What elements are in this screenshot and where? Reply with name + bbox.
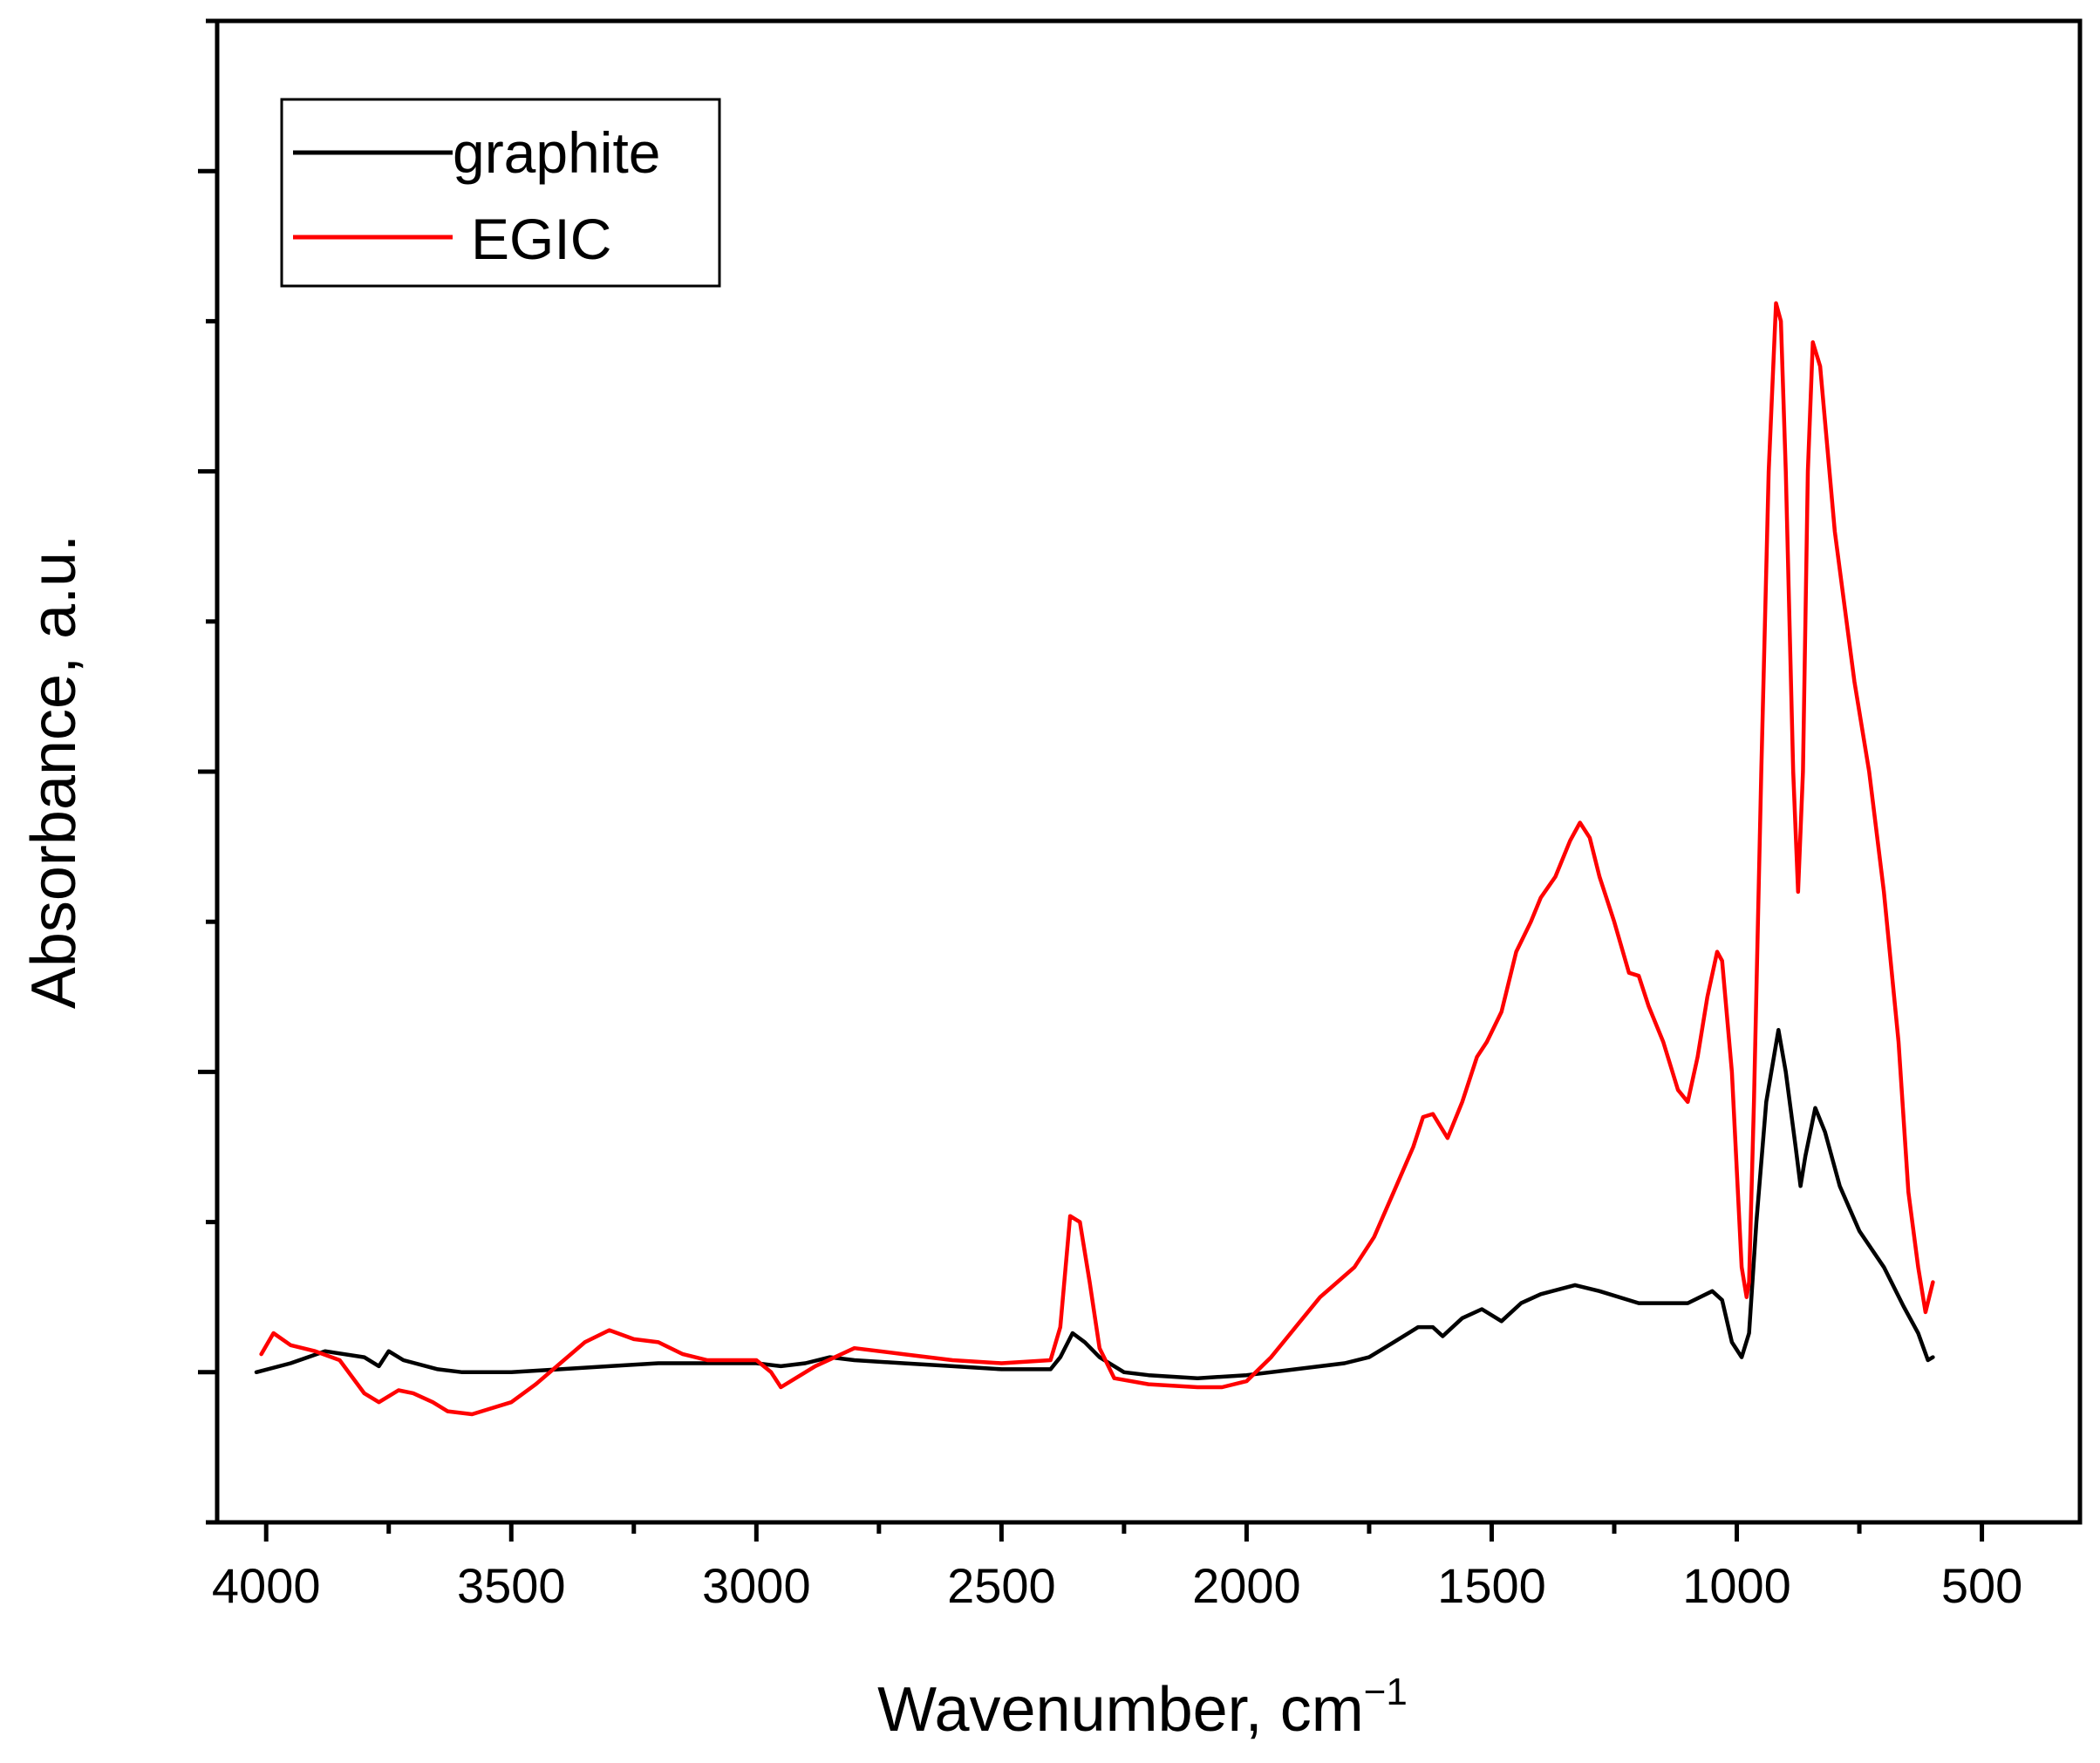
x-tick-label: 2500 xyxy=(947,1558,1056,1613)
x-tick-label: 3000 xyxy=(702,1558,811,1613)
legend-label-egic: EGIC xyxy=(471,207,611,271)
x-tick-label: 2000 xyxy=(1192,1558,1301,1613)
x-tick-label: 1000 xyxy=(1682,1558,1791,1613)
x-tick-label: 3500 xyxy=(457,1558,566,1613)
legend-box xyxy=(280,98,721,288)
x-tick-label: 4000 xyxy=(212,1558,321,1613)
y-axis-ticks xyxy=(198,18,217,1525)
legend: graphite EGIC xyxy=(280,98,721,288)
series-layer xyxy=(254,301,1935,1417)
x-axis-title: Wavenumber, cm−1 xyxy=(877,1671,1408,1745)
x-tick-label: 1500 xyxy=(1437,1558,1546,1613)
y-axis-title: Absorbance, a.u. xyxy=(19,534,89,1009)
series-line-graphite xyxy=(254,1027,1935,1380)
legend-label-graphite: graphite xyxy=(453,120,661,185)
series-line-egic xyxy=(259,301,1935,1417)
x-axis-ticks: 4000 3500 3000 2500 2000 1500 1000 500 xyxy=(212,1522,2022,1613)
x-tick-label: 500 xyxy=(1941,1558,2022,1613)
